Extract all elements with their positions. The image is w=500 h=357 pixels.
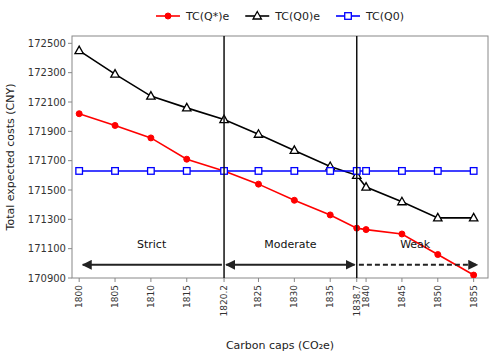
region-label: Weak — [400, 238, 431, 251]
x-tick — [79, 278, 80, 282]
point — [184, 156, 190, 162]
point — [362, 183, 370, 191]
point — [434, 213, 442, 221]
point — [363, 227, 369, 233]
x-axis-label: Carbon caps (CO₂e) — [226, 339, 334, 352]
point — [75, 46, 83, 54]
point — [112, 168, 119, 175]
point — [327, 212, 333, 218]
point — [76, 111, 82, 117]
point — [255, 181, 261, 187]
x-tick — [115, 278, 116, 282]
point — [399, 168, 406, 175]
x-tick — [224, 278, 225, 282]
plot-area — [75, 36, 478, 278]
x-tick — [401, 278, 402, 282]
point — [183, 103, 191, 111]
point — [399, 231, 405, 237]
x-tick — [366, 278, 367, 282]
point — [327, 168, 334, 175]
point — [183, 168, 190, 175]
y-tick-label: 172300 — [28, 67, 66, 78]
y-tick — [68, 248, 72, 249]
point — [112, 122, 118, 128]
series-line — [79, 51, 473, 218]
y-tick — [68, 102, 72, 103]
x-tick-label: 1845 — [397, 285, 407, 308]
point — [398, 197, 406, 205]
x-tick-label: 1835 — [325, 285, 335, 308]
y-tick-label: 171100 — [28, 243, 66, 254]
point — [254, 130, 262, 138]
x-tick — [437, 278, 438, 282]
point — [469, 213, 477, 221]
y-tick-label: 171500 — [28, 185, 66, 196]
x-tick — [150, 278, 151, 282]
point — [363, 168, 370, 175]
y-tick-label: 171700 — [28, 155, 66, 166]
x-tick-label: 1815 — [182, 285, 192, 308]
y-tick-label: 171900 — [28, 126, 66, 137]
x-tick — [294, 278, 295, 282]
chart: 170900 171100 171300 171500 171700 171900 1721… — [0, 0, 500, 357]
legend-marker — [165, 13, 171, 19]
x-tick-label: 1855 — [469, 285, 479, 308]
point — [111, 70, 119, 78]
point — [255, 168, 262, 175]
y-tick-label: 170900 — [28, 273, 66, 284]
legend-label: TC(Q*)e — [185, 10, 229, 23]
x-tick-label: 1800 — [74, 285, 84, 308]
y-tick — [68, 160, 72, 161]
region-divider — [223, 36, 225, 278]
legend-marker — [253, 12, 261, 20]
x-tick-label: 1830 — [289, 285, 299, 308]
point — [435, 252, 441, 258]
region-arrow — [226, 264, 354, 266]
point — [290, 146, 298, 154]
legend-label: TC(Q0) — [365, 10, 404, 23]
y-tick — [68, 190, 72, 191]
x-tick — [258, 278, 259, 282]
x-tick-label: 1840 — [361, 285, 371, 308]
point — [471, 272, 477, 278]
region-divider — [356, 36, 358, 278]
region-label: Moderate — [264, 238, 317, 251]
y-tick — [68, 219, 72, 220]
x-tick — [356, 278, 357, 282]
legend-marker — [345, 13, 352, 20]
legend-label: TC(Q0)e — [274, 10, 320, 23]
region-arrow — [359, 264, 477, 266]
x-tick — [473, 278, 474, 282]
point — [291, 168, 298, 175]
series-line — [79, 114, 473, 275]
y-tick — [68, 131, 72, 132]
y-tick-label: 171300 — [28, 214, 66, 225]
region-label: Strict — [137, 238, 167, 251]
x-tick-label: 1850 — [433, 285, 443, 308]
point — [148, 168, 155, 175]
y-tick-label: 172100 — [28, 97, 66, 108]
x-tick-label: 1805 — [110, 285, 120, 308]
region-arrow — [83, 264, 222, 266]
point — [147, 92, 155, 100]
x-tick — [186, 278, 187, 282]
y-tick — [68, 278, 72, 279]
point — [470, 168, 477, 175]
x-tick-label: 1820.2 — [219, 285, 229, 317]
series-line — [79, 170, 473, 172]
y-tick — [68, 43, 72, 44]
y-axis-label: Total expected costs (CNY) — [4, 84, 17, 232]
x-tick-label: 1810 — [146, 285, 156, 308]
y-tick-label: 172500 — [28, 38, 66, 49]
x-tick — [330, 278, 331, 282]
plot-frame — [72, 36, 488, 278]
y-tick — [68, 72, 72, 73]
x-tick-label: 1825 — [253, 285, 263, 308]
point — [434, 168, 441, 175]
point — [76, 168, 83, 175]
point — [148, 135, 154, 141]
point — [291, 197, 297, 203]
legend: TC(Q*)e TC(Q0)e TC(Q0) — [156, 10, 404, 23]
